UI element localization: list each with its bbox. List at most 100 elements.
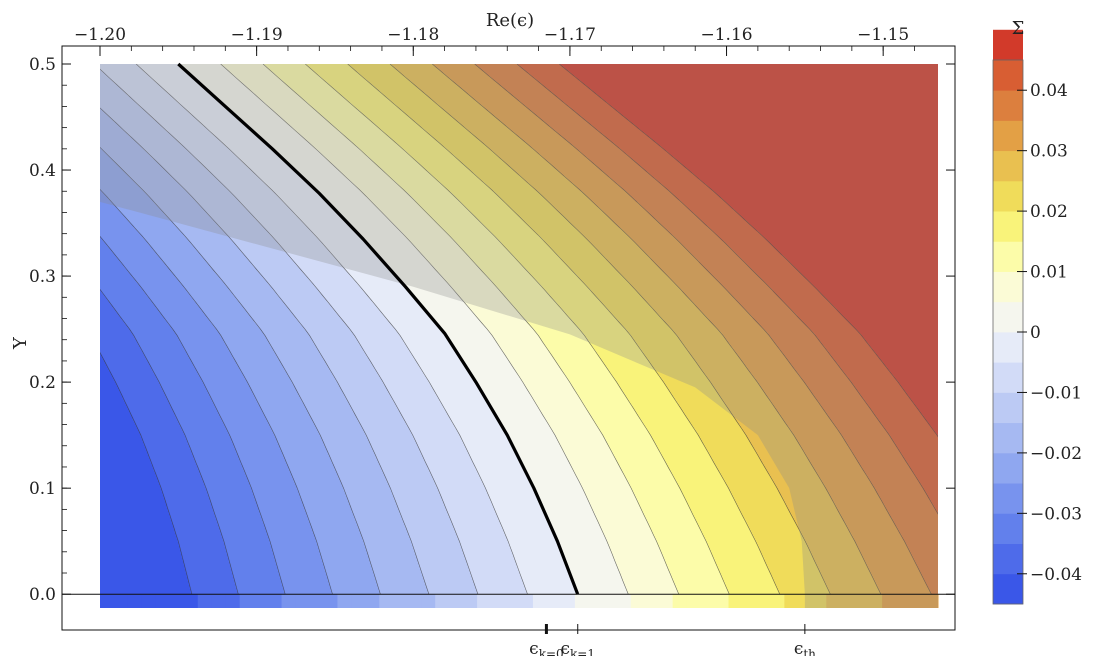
colorbar-tick-label: −0.01 — [1030, 383, 1082, 403]
colorbar: −0.04 −0.03 −0.02 −0.01 0 0.01 0.02 0.03 0.04 — [992, 29, 1082, 605]
x-tick-label: −1.15 — [857, 25, 909, 45]
colorbar-tick-label: 0 — [1030, 323, 1041, 343]
plot-area — [100, 64, 938, 595]
contour-line — [389, 64, 831, 595]
baseline-strip-cell — [868, 594, 883, 608]
colorbar-band — [993, 241, 1023, 272]
x-tick-label: −1.17 — [544, 25, 596, 45]
baseline-strip-cell — [197, 594, 213, 608]
colorbar-band — [993, 452, 1023, 484]
x-tick-label: −1.16 — [700, 25, 752, 45]
colorbar-band — [993, 392, 1023, 424]
baseline-strip-cell — [784, 594, 799, 608]
shaded-region — [100, 64, 938, 595]
contour-line — [432, 64, 882, 595]
baseline-strip-cell — [588, 594, 604, 608]
baseline-strip-cell — [519, 594, 534, 608]
baseline-strip-cell — [546, 594, 562, 608]
baseline-strip-cell — [491, 594, 506, 608]
baseline-strip-cell — [100, 594, 115, 608]
baseline-strip-cell — [658, 594, 674, 608]
x-tick-label: −1.19 — [231, 25, 283, 45]
colorbar-band — [993, 29, 1023, 61]
contour-line — [220, 64, 629, 595]
baseline-strip-cell — [560, 594, 576, 608]
contour-fill — [100, 64, 938, 594]
baseline-strip-cell — [337, 594, 352, 608]
x-axis-title: Re(ϵ) — [486, 10, 534, 31]
baseline-strip-cell — [505, 594, 520, 608]
baseline-strip-cell — [365, 594, 380, 608]
contour-line — [100, 288, 239, 595]
contour-line — [135, 64, 528, 595]
baseline-strip-cell — [393, 594, 408, 608]
baseline-strip-cell — [225, 594, 241, 608]
baseline-strip-cell — [644, 594, 660, 608]
colorbar-tick-label: −0.02 — [1030, 444, 1082, 464]
baseline-strip-cell — [421, 594, 436, 608]
zero-contour-line — [177, 62, 580, 595]
axes-layer: −1.20 −1.19 −1.18 −1.17 −1.16 −1.15 0.0 0.1 0.2 0… — [29, 25, 956, 661]
y-tick-label: 0.0 — [29, 585, 56, 605]
baseline-strip-shade — [804, 594, 938, 608]
contour-line — [100, 188, 333, 595]
contour-line — [100, 68, 479, 595]
colorbar-band — [993, 150, 1023, 182]
baseline-strip-cell — [574, 594, 590, 608]
y-tick-label: 0.2 — [29, 373, 56, 393]
contour-line — [100, 351, 193, 595]
y-tick-label: 0.3 — [29, 267, 56, 287]
baseline-strip-cell — [155, 594, 171, 608]
baseline-strip-cell — [770, 594, 785, 608]
colorbar-tick-label: 0.02 — [1030, 202, 1068, 222]
baseline-strip-cell — [630, 594, 646, 608]
baseline-strip-cell — [616, 594, 632, 608]
colorbar-band — [993, 573, 1023, 605]
baseline-strip-cell — [295, 594, 310, 608]
baseline-strip-cell — [309, 594, 324, 608]
baseline-strip-cell — [532, 594, 548, 608]
colorbar-band — [993, 271, 1023, 303]
baseline-strip-cell — [169, 594, 185, 608]
colorbar-band — [993, 422, 1023, 454]
y-tick-label: 0.5 — [29, 55, 56, 75]
baseline-strip-cell — [896, 594, 911, 608]
baseline-strip-cell — [854, 594, 869, 608]
colorbar-band — [993, 90, 1023, 121]
colorbar-band — [993, 211, 1023, 242]
axes-frame — [61, 45, 956, 631]
colorbar-tick-label: −0.04 — [1030, 565, 1082, 585]
contour-line — [559, 64, 938, 438]
baseline-strip-cell — [253, 594, 269, 608]
baseline-strip-cell — [826, 594, 841, 608]
baseline-strip-cell — [351, 594, 366, 608]
baseline-strip-cell — [281, 594, 297, 608]
baseline-strip-cell — [211, 594, 227, 608]
marker-label: ϵk=0 — [529, 639, 564, 656]
colorbar-band — [993, 60, 1023, 91]
baseline-strip-cell — [882, 594, 897, 608]
colorbar-band — [993, 543, 1023, 575]
contour-line — [262, 64, 680, 595]
colorbar-band — [993, 301, 1023, 333]
baseline-strip-cell — [840, 594, 855, 608]
baseline-strip-cell — [756, 594, 771, 608]
colorbar-band — [993, 483, 1023, 514]
baseline-strip-cell — [435, 594, 450, 608]
colorbar-title: Σ — [1012, 18, 1025, 39]
colorbar-band — [993, 120, 1023, 152]
colorbar-tick-label: −0.03 — [1030, 504, 1082, 524]
baseline-strip-cell — [407, 594, 422, 608]
colorbar-band — [993, 513, 1023, 544]
contour-line — [305, 64, 730, 595]
baseline-strip-cell — [924, 594, 939, 608]
baseline-strip-cell — [183, 594, 199, 608]
baseline-strip-cell — [798, 594, 813, 608]
y-tick-label: 0.4 — [29, 161, 56, 181]
baseline-strip-cell — [910, 594, 925, 608]
baseline-strip-cell — [267, 594, 283, 608]
overlay-layer — [100, 62, 939, 608]
baseline-strip-cell — [602, 594, 618, 608]
